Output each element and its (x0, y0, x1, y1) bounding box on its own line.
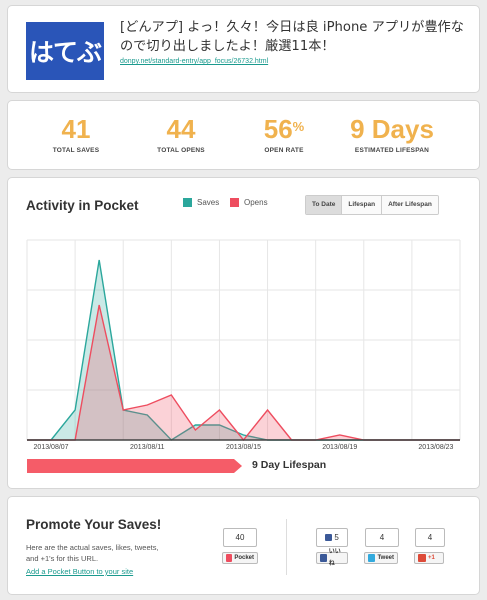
tab-to-date[interactable]: To Date (306, 196, 343, 214)
google-plusone-button[interactable]: +1 (414, 552, 444, 564)
add-pocket-button-link[interactable]: Add a Pocket Button to your site (26, 567, 134, 576)
pocket-button[interactable]: Pocket (222, 552, 258, 564)
tab-after-lifespan[interactable]: After Lifespan (382, 196, 438, 214)
article-title: [どんアプ] よっ！久々！今日は良 iPhone アプリが豊作なので切り出しまし… (120, 20, 464, 54)
stat-value: 56% (263, 114, 305, 144)
google-plus-icon (418, 554, 426, 562)
hatebu-logo[interactable]: はてぶ (26, 22, 104, 80)
stats-card: 41 TOTAL SAVES 44 TOTAL OPENS 56% OPEN R… (7, 100, 480, 170)
stat-suffix: % (292, 119, 305, 134)
legend-opens: Opens (230, 198, 268, 207)
pocket-icon (226, 554, 233, 562)
legend-saves-label: Saves (197, 198, 220, 207)
stat-label: ESTIMATED LIFESPAN (354, 147, 430, 154)
x-tick-label: 2013/08/23 (418, 444, 453, 451)
lifespan-label: 9 Day Lifespan (252, 459, 327, 471)
series-area-opens (27, 305, 460, 440)
x-tick-label: 2013/08/15 (226, 444, 261, 451)
twitter-icon (368, 554, 376, 562)
tweet-button[interactable]: Tweet (364, 552, 398, 564)
promote-description: Here are the actual saves, likes, tweets… (26, 543, 159, 563)
stat-value: 9 Days (350, 114, 434, 144)
facebook-icon (320, 554, 327, 562)
stat-total-saves: 41 TOTAL SAVES (36, 114, 116, 154)
stat-total-opens: 44 TOTAL OPENS (141, 114, 221, 154)
stat-value: 41 (61, 114, 91, 144)
plusone-count: 4 (415, 528, 445, 547)
promote-card: Promote Your Saves! Here are the actual … (7, 496, 480, 595)
legend-saves: Saves (183, 198, 219, 207)
stat-label: OPEN RATE (264, 147, 304, 154)
article-url-link[interactable]: donpy.net/standard-entry/app_focus/26732… (120, 58, 269, 65)
lifespan-bar (27, 459, 242, 473)
pocket-label: Pocket (234, 555, 254, 561)
time-range-tabs: To Date Lifespan After Lifespan (305, 195, 439, 215)
stat-estimated-lifespan: 9 Days ESTIMATED LIFESPAN (342, 114, 442, 154)
pocket-count: 40 (223, 528, 257, 547)
facebook-like-button[interactable]: いいね (316, 549, 348, 567)
article-header-card: はてぶ [どんアプ] よっ！久々！今日は良 iPhone アプリが豊作なので切り… (7, 5, 480, 93)
saves-swatch (183, 198, 192, 207)
x-tick-label: 2013/08/11 (130, 444, 165, 451)
thumbs-up-icon (325, 534, 333, 542)
promote-title: Promote Your Saves! (26, 517, 162, 532)
like-count: 5 (316, 528, 348, 547)
activity-chart: 2013/08/07 2013/08/11 2013/08/15 2013/08/19… (26, 239, 461, 451)
tweet-label: Tweet (377, 555, 394, 561)
x-tick-label: 2013/08/07 (34, 444, 69, 451)
stat-label: TOTAL SAVES (52, 147, 100, 154)
tweet-count: 4 (365, 528, 399, 547)
stat-value: 44 (166, 114, 196, 144)
legend-opens-label: Opens (244, 198, 268, 207)
divider (286, 519, 287, 575)
like-label: いいね (328, 549, 341, 567)
stat-label: TOTAL OPENS (157, 147, 205, 154)
tab-lifespan[interactable]: Lifespan (342, 196, 383, 214)
x-tick-label: 2013/08/19 (322, 444, 357, 451)
plusone-label: +1 (428, 555, 435, 561)
activity-title: Activity in Pocket (26, 198, 139, 213)
activity-card: 2013/08/07 2013/08/11 2013/08/15 2013/08/19… (7, 177, 480, 489)
stat-open-rate: 56% OPEN RATE (244, 114, 324, 154)
opens-swatch (230, 198, 239, 207)
